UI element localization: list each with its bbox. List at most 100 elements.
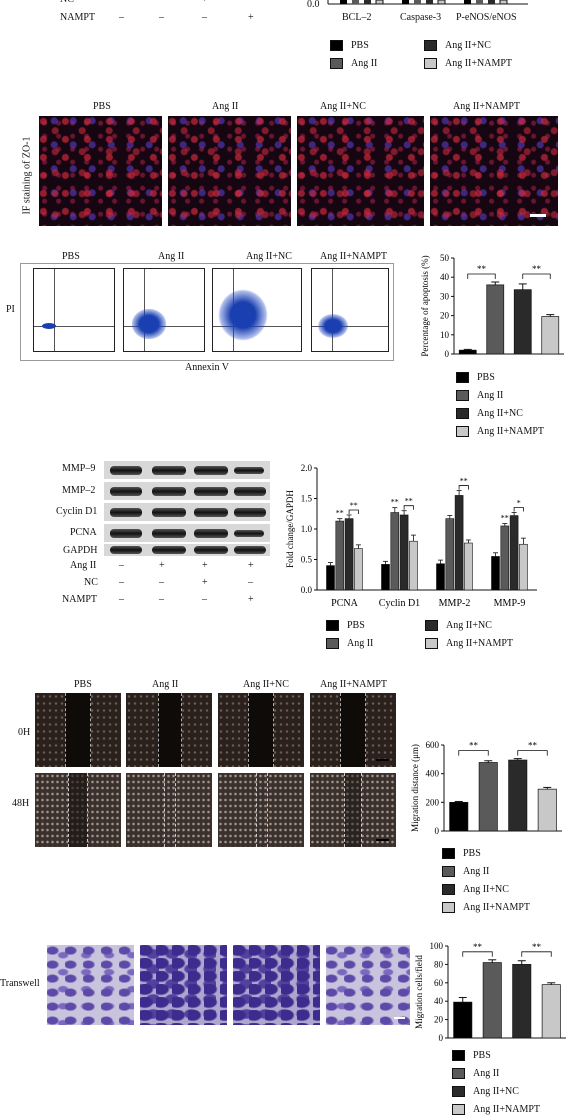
significance-bracket: [467, 273, 496, 279]
legend-item: Ang II+NAMPT: [425, 638, 513, 649]
wound-row-48h: 48H: [12, 798, 30, 809]
y-tick-label: 40: [434, 996, 444, 1006]
bar: [519, 543, 528, 591]
flow-title-ang2nampt: Ang II+NAMPT: [320, 251, 388, 262]
legend-label: Ang II: [347, 638, 374, 649]
y-tick-label: 600: [426, 740, 440, 750]
bar: [537, 788, 557, 832]
flow-plot-pbs: [33, 268, 115, 352]
significance-bracket: [462, 951, 493, 957]
transwell-image-ang2nc: [233, 945, 320, 1025]
x-tick-label: Cyclin D1: [379, 598, 420, 609]
y-tick-label: 10: [440, 330, 450, 340]
legend-item: Ang II+NAMPT: [452, 1104, 540, 1115]
blot-treat-ang2: Ang II: [70, 560, 97, 571]
flow-ylabel: PI: [6, 304, 15, 315]
y-tick-label: 80: [434, 959, 444, 969]
legend-label: PBS: [347, 620, 365, 631]
blot-treat-nampt: NAMPT: [62, 594, 98, 605]
legend-item: PBS: [456, 372, 495, 383]
legend-label: Ang II: [473, 1068, 500, 1079]
legend-label: PBS: [351, 40, 369, 51]
blot-label-pcna: PCNA: [70, 527, 97, 538]
treat-val: +: [202, 577, 208, 588]
legend-label: Ang II: [351, 58, 378, 69]
transwell-image-pbs: [47, 945, 134, 1025]
legend-item: Ang II+NC: [442, 884, 509, 895]
transwell-row-label: Transwell: [0, 978, 40, 989]
wound-title-ang2: Ang II: [152, 679, 179, 690]
wound-row-0h: 0H: [18, 727, 31, 738]
legend-item: Ang II: [326, 638, 373, 649]
blot-strip-gapdh: [104, 544, 270, 556]
legend-swatch: [330, 40, 343, 51]
wound-image-pbs-0h: [35, 693, 121, 767]
treat-val: +: [202, 560, 208, 571]
y-tick-label: 1.0: [301, 524, 313, 534]
bar: [508, 759, 528, 832]
significance-bracket: [513, 507, 524, 512]
wound-title-ang2nc: Ang II+NC: [243, 679, 289, 690]
significance-label: **: [532, 942, 542, 952]
bar: [326, 565, 335, 591]
y-tick-label: 400: [426, 769, 440, 779]
flow-title-pbs: PBS: [62, 251, 80, 262]
significance-bracket: [403, 505, 414, 510]
y-tick-label: 2.0: [301, 463, 313, 473]
treat-val: –: [248, 0, 253, 5]
legend-label: Ang II+NAMPT: [477, 426, 545, 437]
legend-label: PBS: [477, 372, 495, 383]
significance-bracket: [517, 750, 548, 756]
bar: [458, 349, 477, 355]
legend-label: Ang II: [477, 390, 504, 401]
significance-bracket: [521, 951, 552, 957]
transwell-chart: 0 20 40 60 80 100 Migration cells/field ** **: [414, 941, 566, 1043]
wound-image-ang2nampt-48h: [310, 773, 396, 847]
treat-val: –: [248, 577, 253, 588]
significance-label: **: [391, 498, 399, 507]
treat-label-nampt: NAMPT: [60, 12, 96, 23]
blot-label-mmp2: MMP–2: [62, 485, 96, 496]
legend-label: Ang II+NC: [473, 1086, 519, 1097]
y-tick-label: 40: [440, 272, 450, 282]
flow-plot-ang2nampt: [311, 268, 389, 352]
blot-strip-pcna: [104, 524, 270, 542]
legend-item: Ang II+NAMPT: [442, 902, 530, 913]
y-tick-label: 50: [440, 253, 450, 263]
if-title-pbs: PBS: [93, 101, 111, 112]
legend-item: PBS: [326, 620, 365, 631]
bar: [486, 284, 505, 355]
legend-label: Ang II+NC: [463, 884, 509, 895]
legend-item: Ang II+NC: [456, 408, 523, 419]
legend-label: Ang II+NC: [446, 620, 492, 631]
if-title-ang2nampt: Ang II+NAMPT: [453, 101, 521, 112]
top-chart-fragment: [327, 0, 528, 5]
transwell-image-ang2: [140, 945, 227, 1025]
blot-strip-mmp9: [104, 461, 270, 479]
significance-label: **: [501, 514, 509, 523]
legend-label: Ang II+NAMPT: [445, 58, 513, 69]
wound-image-ang2nampt-0h: [310, 693, 396, 767]
bar: [445, 518, 455, 591]
treat-val: –: [119, 577, 124, 588]
significance-label: **: [336, 509, 344, 518]
bar: [541, 984, 561, 1039]
x-tick-label: MMP-9: [494, 598, 526, 609]
legend-label: Ang II+NC: [445, 40, 491, 51]
wound-title-pbs: PBS: [74, 679, 92, 690]
wound-image-pbs-48h: [35, 773, 121, 847]
y-tick-label: 0: [439, 1033, 444, 1043]
significance-label: *: [517, 499, 521, 508]
significance-label: **: [460, 477, 468, 486]
bar: [541, 316, 560, 355]
y-tick-label: 0: [445, 349, 450, 359]
bar: [381, 564, 390, 591]
treat-val: –: [159, 577, 164, 588]
legend-item: Ang II: [442, 866, 489, 877]
treat-val: –: [202, 12, 207, 23]
wound-image-ang2nc-48h: [218, 773, 304, 847]
significance-label: **: [532, 264, 542, 274]
bar: [449, 801, 469, 832]
treat-label-nc: NC: [60, 0, 74, 5]
bar: [436, 563, 445, 591]
